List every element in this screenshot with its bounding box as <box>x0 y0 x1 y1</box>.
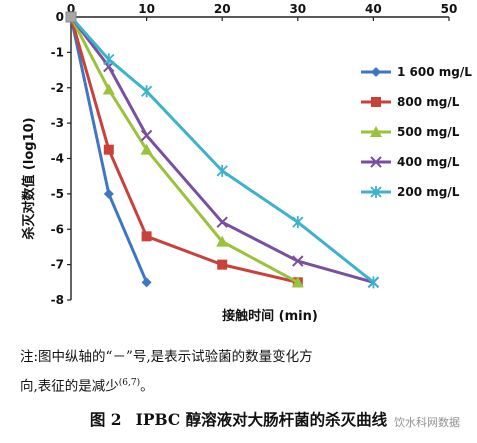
note-line-1: 注:图中纵轴的“－”号,是表示试验菌的数量变化方 <box>20 349 313 365</box>
y-tick-label: -8 <box>51 293 64 307</box>
y-tick-label: 0 <box>56 10 64 24</box>
chart: 0 10 20 30 40 50 0 -1 -2 -3 -4 -5 -6 -7 -8 1 600 mg/L 8… <box>21 2 472 324</box>
note-line-2-text: 向,表征的是减少 <box>20 378 119 395</box>
caption-text: IPBC 醇溶液对大肠杆菌的杀灭曲线 <box>135 410 388 429</box>
figure-number: 图 2 <box>89 410 122 429</box>
legend-item: 400 mg/L <box>361 155 460 169</box>
x-tick-label: 20 <box>214 2 231 16</box>
data-point <box>103 144 114 155</box>
legend-label: 400 mg/L <box>397 155 460 169</box>
x-tick-label: 50 <box>441 2 458 16</box>
data-point <box>102 83 115 95</box>
y-tick-label: -2 <box>51 81 64 95</box>
legend-marker <box>371 97 381 107</box>
data-point <box>216 216 228 228</box>
series-4 <box>69 16 380 289</box>
legend-label: 1 600 mg/L <box>397 65 472 79</box>
data-point <box>140 143 153 155</box>
data-point <box>292 255 304 267</box>
legend-label: 500 mg/L <box>397 125 460 139</box>
data-point <box>103 188 114 199</box>
legend-label: 200 mg/L <box>397 185 460 199</box>
x-tick-label: 10 <box>138 2 155 16</box>
y-tick-label: -5 <box>51 187 64 201</box>
series-line <box>69 16 374 284</box>
legend-item: 500 mg/L <box>361 125 460 139</box>
series-3 <box>69 16 380 289</box>
figure-caption: 图 2 IPBC 醇溶液对大肠杆菌的杀灭曲线 <box>0 408 477 430</box>
data-point <box>103 53 115 66</box>
x-axis-title: 接触时间 (min) <box>222 308 318 324</box>
series-layer <box>65 11 380 289</box>
note-line-2: 向,表征的是减少(6,7)。 <box>20 370 460 400</box>
y-tick-label: -1 <box>51 45 64 59</box>
x-tick-label: 0 <box>67 2 75 16</box>
y-tick-label: -6 <box>51 222 64 236</box>
note-reference: (6,7) <box>118 378 141 388</box>
legend-marker <box>371 67 381 77</box>
legend-marker <box>370 156 382 168</box>
data-point <box>216 164 228 177</box>
legend-item: 200 mg/L <box>361 185 460 199</box>
data-point <box>292 216 304 229</box>
legend-item: 1 600 mg/L <box>361 65 472 79</box>
legend-marker <box>370 126 382 137</box>
y-tick-label: -7 <box>51 258 64 272</box>
legend-label: 800 mg/L <box>397 95 460 109</box>
data-point <box>367 276 380 289</box>
data-point <box>216 235 229 247</box>
data-point <box>217 259 228 270</box>
note-line-2-end: 。 <box>140 378 154 395</box>
series-2 <box>69 16 304 288</box>
y-tick-label: -4 <box>51 152 64 166</box>
watermark: 饮水科网数据 <box>394 416 460 429</box>
y-axis-title: 杀灭对数值 (log10) <box>21 117 37 239</box>
legend-item: 800 mg/L <box>361 95 460 109</box>
figure-note: 注:图中纵轴的“－”号,是表示试验菌的数量变化方 向,表征的是减少(6,7)。 <box>20 344 460 400</box>
x-tick-label: 30 <box>289 2 306 16</box>
legend: 1 600 mg/L 800 mg/L 500 mg/L 400 mg/L 200 mg… <box>361 65 472 199</box>
series-0 <box>69 16 152 288</box>
series-line <box>69 16 375 284</box>
data-point <box>140 85 153 98</box>
data-point <box>140 129 153 142</box>
data-point <box>291 276 304 288</box>
axes: 0 10 20 30 40 50 0 -1 -2 -3 -4 -5 -6 -7 -8 <box>51 2 458 307</box>
data-point <box>141 231 152 242</box>
x-tick-label: 40 <box>365 2 382 16</box>
data-point <box>141 277 152 288</box>
y-tick-label: -3 <box>51 116 64 130</box>
legend-marker <box>370 186 382 198</box>
origin-point <box>65 11 77 23</box>
